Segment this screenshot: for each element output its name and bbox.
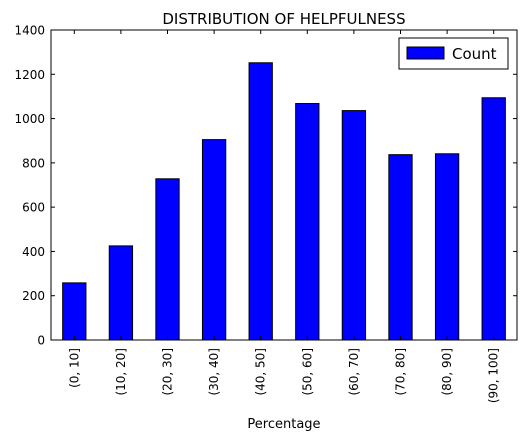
x-tick-label-2: (20, 30]: [161, 348, 175, 396]
x-tick-label-0: (0, 10]: [67, 348, 81, 388]
bar-6: [341, 110, 367, 341]
y-tick-label-1: 200: [22, 289, 45, 303]
bar-2: [155, 178, 180, 341]
bar-7: [388, 154, 413, 341]
y-tick-label-5: 1000: [14, 112, 45, 126]
x-tick-label-9: (90, 100]: [487, 348, 501, 403]
y-tick-label-2: 400: [22, 245, 45, 259]
x-tick-label-1: (10, 20]: [114, 348, 128, 396]
y-tick-label-7: 1400: [14, 24, 45, 38]
plot-area: 0 200 400 600 800 1000 1200 1400 (0, 10] (10, 20]…: [14, 24, 518, 403]
x-tick-label-4: (40, 50]: [254, 348, 268, 396]
x-axis-label: Percentage: [247, 417, 320, 432]
bar-0: [62, 282, 87, 341]
y-tick-label-0: 0: [37, 334, 45, 348]
x-tick-label-6: (60, 70]: [347, 348, 361, 396]
x-tick-label-5: (50, 60]: [300, 348, 314, 396]
y-tick-label-6: 1200: [14, 68, 45, 82]
x-tick-label-7: (70, 80]: [394, 348, 408, 396]
y-tick-label-3: 600: [22, 201, 45, 215]
x-tick-label-8: (80, 90]: [440, 348, 454, 396]
x-tick-label-3: (30, 40]: [207, 348, 221, 396]
bar-3: [201, 139, 227, 341]
legend-label: Count: [452, 45, 497, 63]
legend-swatch: [406, 46, 445, 60]
chart-title: DISTRIBUTION OF HELPFULNESS: [162, 10, 405, 28]
plot-frame: [50, 29, 518, 341]
bar-8: [434, 153, 460, 341]
bar-5: [295, 103, 320, 341]
bar-4: [248, 62, 273, 341]
bar-9: [481, 97, 506, 341]
y-tick-label-4: 800: [22, 156, 45, 170]
bar-1: [108, 245, 134, 341]
